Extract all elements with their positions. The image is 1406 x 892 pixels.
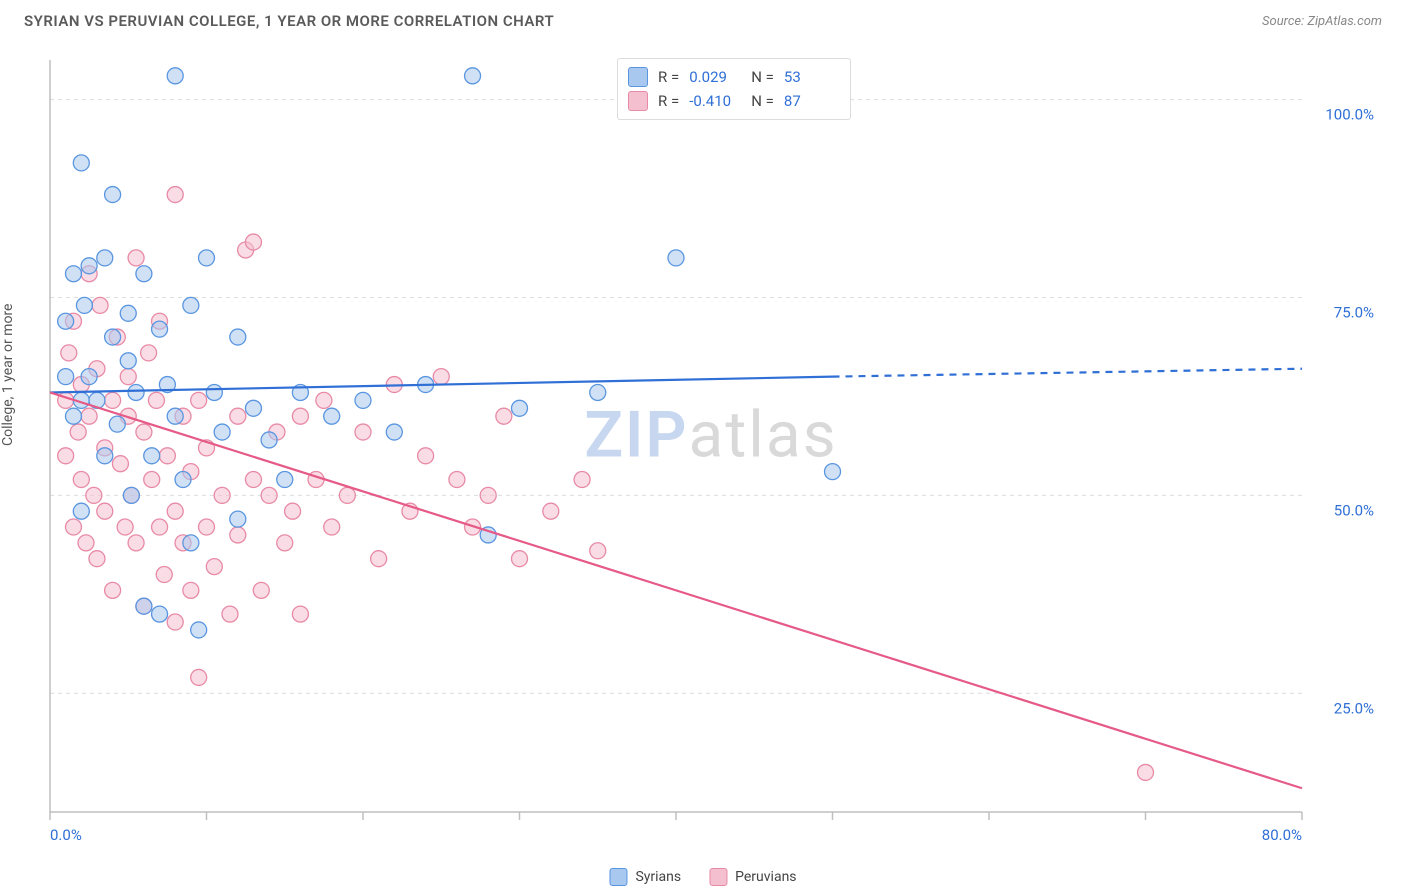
r-value-peruvians: -0.410 (689, 89, 741, 113)
chart-header: SYRIAN VS PERUVIAN COLLEGE, 1 YEAR OR MO… (0, 0, 1406, 36)
n-label: N = (751, 89, 774, 113)
legend-label-peruvians: Peruvians (735, 869, 796, 885)
legend-swatch-peruvians (709, 868, 727, 886)
legend: Syrians Peruvians (609, 868, 796, 886)
legend-swatch-syrians (609, 868, 627, 886)
n-label: N = (751, 65, 774, 89)
stats-swatch-peruvians (628, 91, 648, 111)
legend-item-peruvians: Peruvians (709, 868, 796, 886)
stats-swatch-syrians (628, 67, 648, 87)
svg-text:80.0%: 80.0% (1262, 826, 1302, 844)
r-label: R = (658, 65, 679, 89)
stats-row-syrians: R = 0.029 N = 53 (628, 65, 836, 89)
correlation-stats-box: R = 0.029 N = 53 R = -0.410 N = 87 (617, 58, 851, 120)
r-label: R = (658, 89, 679, 113)
svg-text:25.0%: 25.0% (1334, 699, 1374, 717)
svg-text:100.0%: 100.0% (1325, 106, 1374, 124)
legend-item-syrians: Syrians (609, 868, 681, 886)
scatter-chart-svg: 25.0% 50.0% 75.0% 100.0% 0.0% 80.0% (40, 50, 1382, 852)
chart-area: ZIPatlas 25.0%50.0%75.0%100.0%0.0%80.0% … (40, 50, 1382, 852)
svg-text:0.0%: 0.0% (50, 826, 82, 844)
n-value-peruvians: 87 (784, 89, 836, 113)
svg-text:75.0%: 75.0% (1334, 303, 1374, 321)
n-value-syrians: 53 (784, 65, 836, 89)
chart-source: Source: ZipAtlas.com (1262, 14, 1382, 29)
legend-label-syrians: Syrians (635, 869, 681, 885)
stats-row-peruvians: R = -0.410 N = 87 (628, 89, 836, 113)
chart-title: SYRIAN VS PERUVIAN COLLEGE, 1 YEAR OR MO… (24, 12, 554, 30)
svg-text:50.0%: 50.0% (1334, 501, 1374, 519)
y-axis-label: College, 1 year or more (0, 304, 16, 446)
r-value-syrians: 0.029 (689, 65, 741, 89)
